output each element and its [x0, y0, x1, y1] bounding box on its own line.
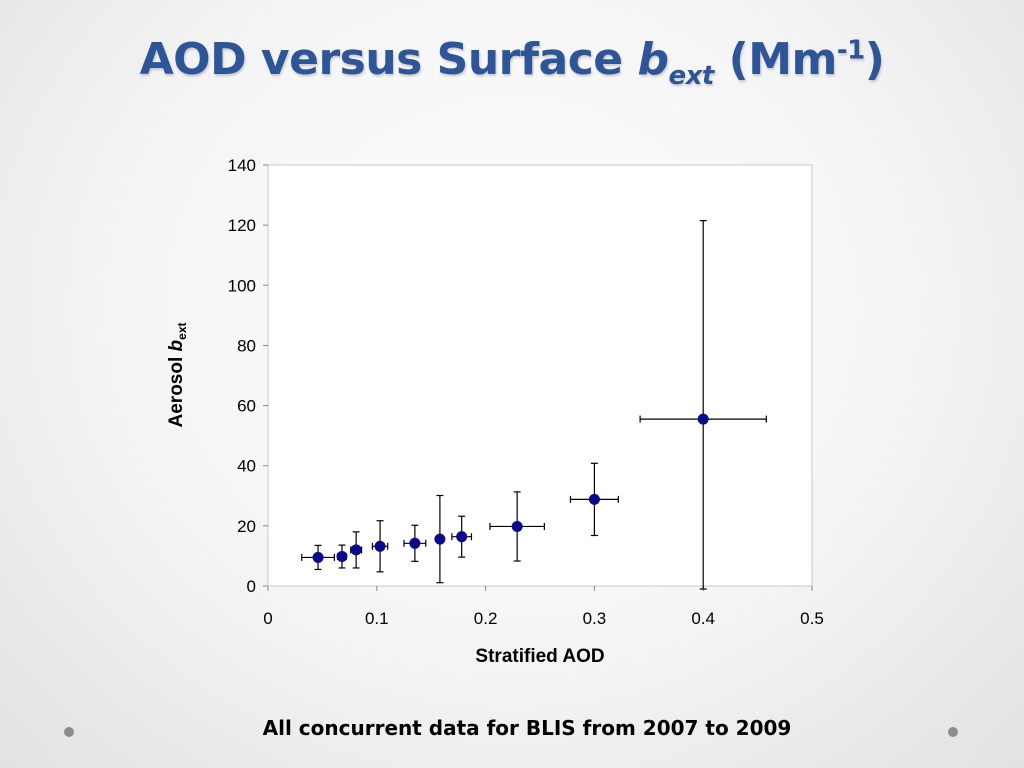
x-tick-label: 0.4 — [691, 609, 715, 628]
data-point — [312, 551, 324, 563]
x-tick-label: 0 — [263, 609, 272, 628]
x-tick-label: 0.1 — [365, 609, 389, 628]
y-axis-label-symbol: b — [166, 339, 187, 351]
data-point — [456, 531, 468, 543]
x-tick-label: 0.2 — [474, 609, 498, 628]
y-tick-label: 0 — [247, 577, 256, 596]
y-tick-label: 100 — [228, 276, 256, 295]
x-tick-label: 0.5 — [800, 609, 824, 628]
y-tick-label: 120 — [228, 216, 256, 235]
x-tick-label: 0.3 — [583, 609, 607, 628]
title-main: AOD versus Surface — [139, 34, 638, 85]
data-point — [511, 520, 523, 532]
y-tick-label: 40 — [237, 457, 256, 476]
y-tick-label: 60 — [237, 397, 256, 416]
y-axis: 0 20 40 60 80 100 120 140 — [228, 156, 268, 596]
y-tick-label: 20 — [237, 517, 256, 536]
title-units-sup: -1 — [836, 35, 865, 66]
data-point — [336, 551, 348, 563]
title-symbol: b — [637, 34, 669, 85]
y-tick-label: 80 — [237, 336, 256, 355]
slide-caption: All concurrent data for BLIS from 2007 t… — [262, 716, 792, 740]
title-subscript: ext — [668, 60, 714, 91]
nav-dot-left — [64, 727, 74, 737]
data-points — [312, 413, 709, 563]
x-axis: 0 0.1 0.2 0.3 0.4 0.5 — [263, 586, 824, 628]
data-point — [697, 413, 709, 425]
title-units-open: (Mm — [713, 34, 838, 85]
y-tick-label: 140 — [228, 156, 256, 175]
data-point — [434, 533, 446, 545]
data-point — [409, 537, 421, 549]
plot-area — [267, 164, 813, 587]
data-point — [350, 544, 362, 556]
y-axis-label-subscript: ext — [175, 323, 189, 340]
x-axis-label: Stratified AOD — [475, 646, 604, 667]
nav-dot-right — [948, 727, 958, 737]
y-axis-label-main: Aerosol — [166, 351, 187, 427]
slide-title: AOD versus Surface bext (Mm-1) — [0, 34, 1024, 91]
data-point — [588, 493, 600, 505]
data-point — [374, 540, 386, 552]
title-units-close: ) — [864, 34, 885, 85]
y-axis-label: Aerosol bext — [166, 323, 189, 428]
